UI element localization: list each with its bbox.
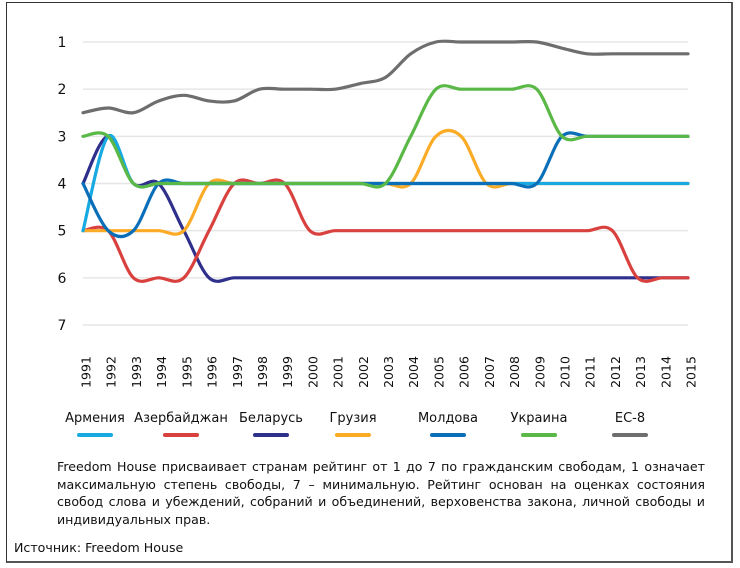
legend-label: Беларусь [239,411,303,426]
legend-label: Украина [511,411,568,426]
legend-label: ЕС-8 [615,411,645,426]
x-tick-label: 1993 [129,356,144,388]
x-tick-label: 2015 [684,356,699,388]
x-tick-label: 1994 [154,356,169,388]
series-line-6 [81,39,690,115]
x-tick-label: 2005 [431,356,446,388]
x-tick-label: 2011 [583,356,598,388]
x-tick-label: 2007 [482,356,497,388]
series-line-5 [81,84,690,189]
x-tick-label: 2008 [507,356,522,388]
x-tick-label: 1991 [79,356,94,388]
legend-label: Грузия [329,411,376,426]
x-tick-label: 1997 [230,356,245,388]
x-tick-label: 2000 [305,356,320,388]
x-tick-label: 1995 [179,356,194,388]
x-tick-label: 2013 [633,356,648,388]
series-line-1 [81,178,690,283]
x-tick-label: 2004 [406,356,421,388]
y-tick-label: 7 [58,318,67,334]
y-tick-label: 5 [58,224,67,240]
x-tick-label: 2010 [557,356,572,388]
chart-note: Freedom House присваивает странам рейтин… [57,459,705,527]
legend-label: Армения [65,411,125,426]
y-tick-label: 1 [58,35,67,51]
line-chart: 1 2 3 4 5 6 7 1991 1992 1993 1994 1995 1996 1997 1998… [58,35,699,437]
x-tick-label: 2006 [457,356,472,388]
x-tick-label: 1996 [205,356,220,388]
x-tick-label: 2002 [356,356,371,388]
y-axis-ticks: 1 2 3 4 5 6 7 [58,35,67,334]
x-tick-label: 2009 [532,356,547,388]
y-tick-label: 6 [58,271,67,287]
y-tick-label: 4 [58,177,67,193]
x-axis-ticks: 1991 1992 1993 1994 1995 1996 1997 1998 1999 2000… [79,356,699,388]
legend: Армения Азербайджан Беларусь Грузия Молдова У… [65,411,648,437]
y-tick-label: 2 [58,82,67,98]
legend-label: Молдова [418,411,478,426]
x-tick-label: 2012 [608,356,623,388]
x-tick-label: 1998 [255,356,270,388]
x-tick-label: 2003 [381,356,396,388]
y-tick-label: 3 [58,129,67,145]
source-caption: Источник: Freedom House [14,540,184,555]
figure-frame [6,2,733,563]
series-lines [81,39,690,283]
x-tick-label: 1992 [104,356,119,388]
series-line-2 [81,134,690,283]
x-tick-label: 1999 [280,356,295,388]
x-tick-label: 2014 [658,356,673,388]
x-tick-label: 2001 [331,356,346,388]
legend-label: Азербайджан [134,411,228,426]
